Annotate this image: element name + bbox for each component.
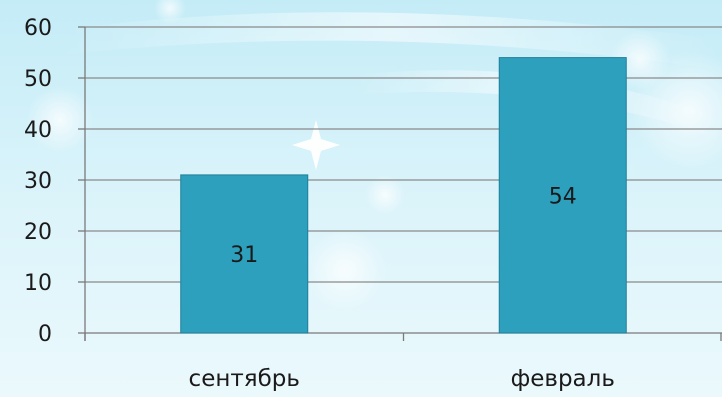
background-swoosh (350, 70, 722, 140)
bar (498, 57, 627, 334)
y-tick-label: 40 (24, 118, 52, 143)
sparkle-icon (292, 120, 340, 170)
y-tick-label: 0 (38, 322, 52, 347)
y-tick-label: 50 (24, 67, 52, 92)
bokeh-circle (154, 0, 186, 24)
bar (180, 174, 309, 334)
bokeh-circle (365, 175, 405, 215)
bokeh-circle (26, 86, 94, 154)
data-label: 54 (549, 184, 577, 209)
y-tick-label: 30 (24, 169, 52, 194)
x-category-label: февраль (511, 366, 615, 392)
data-label: 31 (230, 243, 258, 268)
bars (180, 57, 627, 334)
bokeh-circle (303, 228, 387, 312)
y-tick-label: 10 (24, 271, 52, 296)
y-tick-label: 20 (24, 220, 52, 245)
y-tick-label: 60 (24, 16, 52, 41)
labels: 0 10 20 30 40 50 60 31 сентябрь 54 февраль (24, 16, 615, 392)
x-category-label: сентябрь (189, 366, 300, 392)
